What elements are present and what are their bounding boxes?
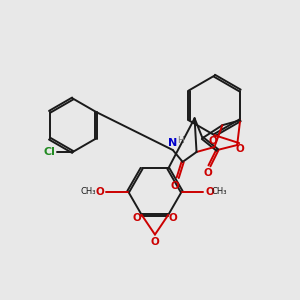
Text: H: H: [177, 136, 184, 145]
Text: O: O: [203, 168, 212, 178]
Text: O: O: [206, 187, 214, 196]
Text: N: N: [168, 138, 177, 148]
Text: O: O: [132, 213, 141, 223]
Text: O: O: [170, 181, 179, 191]
Text: CH₃: CH₃: [212, 187, 227, 196]
Text: O: O: [236, 144, 244, 154]
Text: O: O: [208, 136, 217, 146]
Text: Cl: Cl: [43, 147, 55, 157]
Text: O: O: [96, 187, 104, 196]
Text: O: O: [169, 213, 178, 223]
Text: CH₃: CH₃: [81, 187, 96, 196]
Text: O: O: [151, 236, 159, 247]
